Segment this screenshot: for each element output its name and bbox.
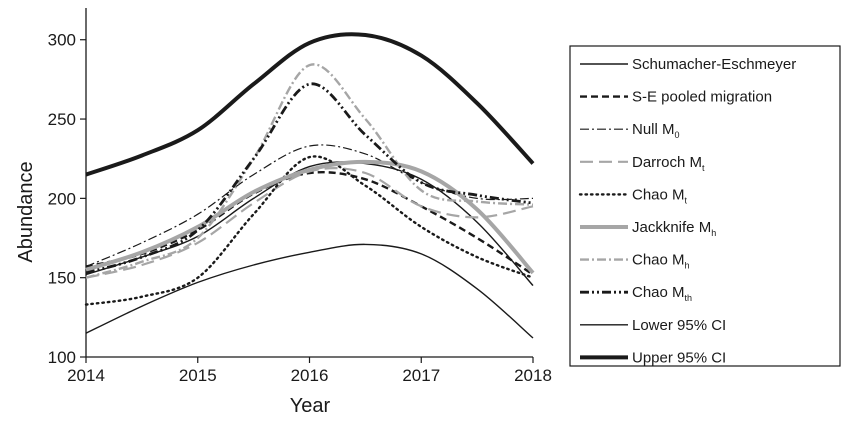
series-line-jackknife-mh (85, 159, 535, 275)
x-axis-title: Year (290, 395, 331, 416)
y-tick-label: 250 (48, 110, 76, 129)
legend-label-lower-95-ci: Lower 95% CI (632, 317, 726, 334)
legend-label-upper-95-ci: Upper 95% CI (632, 349, 726, 366)
series-line-chao-mth (85, 82, 534, 275)
legend-label-chao-mt: Chao Mt (632, 186, 688, 205)
legend-label-null-m0: Null M0 (632, 121, 680, 140)
chart-axes: 100 150 200 250 300 2014 2015 2016 2017 2018 (48, 8, 552, 385)
y-tick-label: 300 (48, 31, 76, 50)
legend-label-schumacher-eschmeyer: Schumacher-Eschmeyer (632, 56, 796, 73)
legend-label-jackknife-mh: Jackknife Mh (632, 219, 716, 238)
chart-series (84, 32, 535, 339)
series-line-upper-95-ci (85, 32, 535, 177)
series-line-darroch-mt (85, 167, 534, 279)
y-tick-label: 150 (48, 269, 76, 288)
x-tick-label: 2018 (514, 366, 552, 385)
series-line-s-e-pooled-migration (85, 170, 534, 276)
series-line-chao-mh (85, 63, 534, 279)
y-tick-label: 200 (48, 189, 76, 208)
x-tick-label: 2016 (291, 366, 329, 385)
legend-label-chao-mth: Chao Mth (632, 284, 692, 303)
legend-label-s-e-pooled-migration: S-E pooled migration (632, 89, 772, 106)
x-tick-label: 2014 (67, 366, 105, 385)
x-tick-label: 2017 (402, 366, 440, 385)
legend-box (569, 45, 841, 367)
x-tick-label: 2015 (179, 366, 217, 385)
legend-label-darroch-mt: Darroch Mt (632, 154, 705, 173)
series-line-chao-mt (84, 155, 535, 306)
series-line-lower-95-ci (85, 243, 534, 339)
chart-legend: Schumacher-Eschmeyer S-E pooled migration… (569, 45, 841, 367)
series-line-schumacher-eschmeyer (85, 161, 534, 287)
legend-label-chao-mh: Chao Mh (632, 252, 690, 271)
y-axis-title: Abundance (15, 161, 37, 262)
y-tick-label: 100 (48, 348, 76, 367)
